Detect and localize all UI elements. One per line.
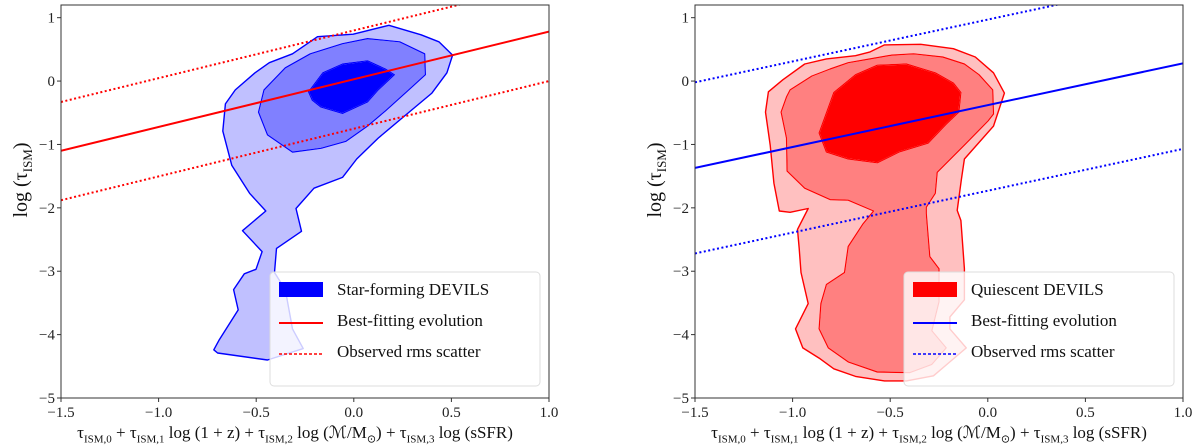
x-tick-label: −1.0 (779, 405, 806, 421)
contour-edge-inner (307, 60, 395, 115)
x-tick-label: −1.5 (681, 405, 708, 421)
legend-box (269, 271, 541, 387)
x-tick-label: 0.0 (978, 405, 997, 421)
y-tick-label: −5 (673, 391, 689, 407)
legend-label: Observed rms scatter (337, 342, 481, 361)
best-fit-line (695, 62, 1183, 169)
y-tick-label: −2 (39, 201, 55, 217)
x-tick-label: 0.0 (344, 405, 363, 421)
legend-label: Observed rms scatter (971, 342, 1115, 361)
legend-swatch-contour (913, 282, 957, 297)
y-tick-label: −1 (673, 137, 689, 153)
x-axis-label: τISM,0 + τISM,1 log (1 + z) + τISM,2 log… (77, 423, 513, 446)
y-tick-label: −1 (39, 137, 55, 153)
best-fit-line (61, 30, 549, 152)
axes-frame (60, 4, 550, 399)
legend-label: Quiescent DEVILS (971, 280, 1104, 299)
panel-1: −1.5 −1.0 −0.5 0.0 0.5 1.0 −5 −4 −3 −2 −1 0 1 Star-fo… (39, 4, 559, 421)
legend-label: Best-fitting evolution (337, 311, 483, 330)
y-axis-label: log (τISM) (644, 142, 669, 218)
legend: Star-forming DEVILS Best-fitting evolutio… (269, 271, 541, 387)
x-tick-label: 1.0 (1174, 405, 1193, 421)
contour-edge-inner (818, 63, 962, 164)
x-tick-label: 1.0 (540, 405, 559, 421)
contour-edge-middle (257, 37, 426, 153)
y-tick-label: −3 (39, 264, 55, 280)
x-tick-label: −0.5 (877, 405, 904, 421)
legend-label: Best-fitting evolution (971, 311, 1117, 330)
y-tick-label: 1 (682, 11, 690, 27)
legend-box (903, 271, 1175, 387)
axes-frame (694, 4, 1184, 399)
y-tick-label: −4 (39, 328, 55, 344)
legend-label: Star-forming DEVILS (337, 280, 489, 299)
y-tick-label: 1 (48, 11, 56, 27)
x-tick-label: −1.0 (145, 405, 172, 421)
legend-swatch-contour (279, 282, 323, 297)
x-tick-label: 0.5 (442, 405, 461, 421)
rms-scatter-lower-line (695, 147, 1183, 255)
y-tick-label: −3 (673, 264, 689, 280)
y-tick-label: 0 (682, 74, 690, 90)
x-tick-label: −0.5 (243, 405, 270, 421)
rms-scatter-lower-line (61, 80, 549, 202)
y-tick-label: −4 (673, 328, 689, 344)
panel-2: −1.5 −1.0 −0.5 0.0 0.5 1.0 −5 −4 −3 −2 −1 0 1 Quiesce… (673, 4, 1193, 421)
x-tick-label: −1.5 (47, 405, 74, 421)
y-tick-label: 0 (48, 74, 56, 90)
x-axis-label: τISM,0 + τISM,1 log (1 + z) + τISM,2 log… (711, 423, 1147, 446)
y-tick-label: −5 (39, 391, 55, 407)
y-tick-label: −2 (673, 201, 689, 217)
x-tick-label: 0.5 (1076, 405, 1095, 421)
legend: Quiescent DEVILS Best-fitting evolution Ob… (903, 271, 1175, 387)
y-axis-label: log (τISM) (10, 142, 35, 218)
